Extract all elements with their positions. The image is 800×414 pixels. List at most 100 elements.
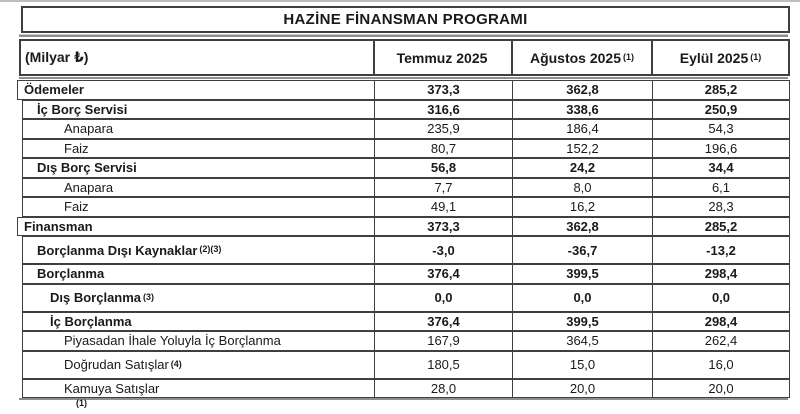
- column-header-footnote-ref: (1): [750, 51, 762, 62]
- value-agustos: 399,5: [512, 265, 652, 283]
- unit-label: (Milyar ₺): [25, 49, 89, 65]
- column-header-text: Ağustos 2025: [529, 49, 622, 66]
- table-row: Dış Borç Servisi 56,8 24,2 34,4: [22, 158, 790, 178]
- value-eylul: 298,4: [652, 265, 789, 283]
- table-row: Anapara 7,7 8,0 6,1: [22, 177, 790, 197]
- value-temmuz: 373,3: [374, 81, 512, 99]
- value-eylul: 285,2: [652, 217, 789, 235]
- value-eylul: 196,6: [652, 139, 789, 157]
- column-header-text: Eylül 2025: [679, 49, 749, 66]
- row-label-text: Ödemeler: [24, 82, 84, 98]
- page-top-border: [0, 0, 800, 2]
- value-temmuz: 0,0: [374, 284, 512, 311]
- row-label-text: İç Borçlanma: [50, 313, 132, 329]
- value-eylul: 262,4: [652, 332, 789, 350]
- row-footnote-ref: (4): [170, 358, 182, 369]
- table-title-text: HAZİNE FİNANSMAN PROGRAMI: [283, 11, 528, 28]
- table-row: Ödemeler 373,3 362,8 285,2: [17, 80, 790, 100]
- row-label-text: Borçlanma Dışı Kaynaklar: [37, 242, 198, 258]
- row-label-text: Finansman: [24, 218, 93, 234]
- table-row: İç Borç Servisi 316,6 338,6 250,9: [22, 99, 790, 119]
- value-agustos: 16,2: [512, 198, 652, 216]
- value-eylul: 54,3: [652, 120, 789, 138]
- row-footnote-ref: (2)(3): [199, 244, 222, 254]
- value-agustos: 399,5: [512, 312, 652, 330]
- table-row: Faiz 49,1 16,2 28,3: [22, 197, 790, 217]
- table-bottom-rule: [19, 398, 788, 400]
- row-label: Anapara: [23, 179, 374, 197]
- table-row: Kamuya Satışlar 28,0 20,0 20,0: [22, 378, 790, 398]
- row-label: Piyasadan İhale Yoluyla İç Borçlanma: [23, 332, 374, 350]
- table-row: Borçlanma Dışı Kaynaklar (2)(3) -3,0 -36,…: [22, 236, 790, 264]
- table-header-row: (Milyar ₺) Temmuz 2025 Ağustos 2025 (1) E…: [19, 39, 790, 76]
- row-label: Dış Borçlanma (3): [23, 285, 374, 311]
- row-label: Faiz: [23, 198, 374, 216]
- row-label: Finansman: [18, 218, 374, 236]
- row-label-text: İç Borç Servisi: [37, 101, 128, 117]
- value-eylul: 20,0: [652, 379, 789, 397]
- table-row: Borçlanma 376,4 399,5 298,4: [22, 264, 790, 284]
- title-divider-band: [19, 33, 788, 39]
- row-label-text: Anapara: [64, 179, 114, 195]
- row-label: İç Borç Servisi: [23, 101, 374, 119]
- column-header-agustos-2025: Ağustos 2025 (1): [511, 41, 651, 74]
- value-temmuz: 373,3: [374, 217, 512, 235]
- value-temmuz: 316,6: [374, 100, 512, 118]
- row-label-text: Piyasadan İhale Yoluyla İç Borçlanma: [64, 333, 281, 349]
- value-eylul: 6,1: [652, 178, 789, 196]
- value-agustos: 15,0: [512, 351, 652, 378]
- value-temmuz: 49,1: [374, 198, 512, 216]
- table-row: Anapara 235,9 186,4 54,3: [22, 119, 790, 139]
- table-row: Faiz 80,7 152,2 196,6: [22, 138, 790, 158]
- value-agustos: 362,8: [512, 217, 652, 235]
- row-label: Borçlanma Dışı Kaynaklar (2)(3): [23, 237, 374, 263]
- row-label: Faiz: [23, 140, 374, 158]
- row-label: Dış Borç Servisi: [23, 159, 374, 177]
- footnote-marker: (1): [74, 398, 87, 414]
- table-row: İç Borçlanma 376,4 399,5 298,4: [22, 311, 790, 331]
- value-agustos: 20,0: [512, 379, 652, 397]
- row-label-text: Dış Borç Servisi: [37, 160, 137, 176]
- table-title: HAZİNE FİNANSMAN PROGRAMI: [21, 6, 790, 33]
- column-header-footnote-ref: (1): [623, 51, 635, 62]
- value-temmuz: 376,4: [374, 312, 512, 330]
- value-agustos: -36,7: [512, 237, 652, 263]
- value-agustos: 362,8: [512, 81, 652, 99]
- column-header-temmuz-2025: Temmuz 2025: [373, 41, 511, 74]
- value-agustos: 152,2: [512, 139, 652, 157]
- value-eylul: 250,9: [652, 100, 789, 118]
- row-label-text: Kamuya Satışlar: [64, 380, 160, 396]
- value-eylul: -13,2: [652, 237, 789, 263]
- row-footnote-ref: (3): [143, 291, 155, 302]
- value-eylul: 16,0: [652, 351, 789, 378]
- value-eylul: 298,4: [652, 312, 789, 330]
- value-temmuz: 376,4: [374, 265, 512, 283]
- row-label: Doğrudan Satışlar (4): [23, 352, 374, 378]
- table-body: Ödemeler 373,3 362,8 285,2 İç Borç Servi…: [17, 80, 790, 398]
- row-label-text: Faiz: [64, 140, 89, 156]
- row-label: Anapara: [23, 120, 374, 138]
- row-label: Borçlanma: [23, 265, 374, 283]
- row-label-text: Borçlanma: [37, 266, 105, 282]
- row-label-text: Faiz: [64, 199, 89, 215]
- column-header-text: Temmuz 2025: [396, 49, 488, 66]
- row-label: İç Borçlanma: [23, 313, 374, 331]
- value-eylul: 28,3: [652, 198, 789, 216]
- value-temmuz: 56,8: [374, 159, 512, 177]
- table-row: Doğrudan Satışlar (4) 180,5 15,0 16,0: [22, 350, 790, 379]
- value-temmuz: 235,9: [374, 120, 512, 138]
- value-agustos: 24,2: [512, 159, 652, 177]
- row-label-text: Doğrudan Satışlar: [64, 357, 169, 372]
- value-temmuz: 180,5: [374, 351, 512, 378]
- value-agustos: 8,0: [512, 178, 652, 196]
- value-eylul: 34,4: [652, 159, 789, 177]
- row-label: Ödemeler: [18, 81, 374, 99]
- value-temmuz: 28,0: [374, 379, 512, 397]
- header-divider-band: [19, 76, 788, 80]
- table-row: Finansman 373,3 362,8 285,2: [17, 216, 790, 236]
- row-label-text: Anapara: [64, 121, 114, 137]
- value-eylul: 285,2: [652, 81, 789, 99]
- table-row: Piyasadan İhale Yoluyla İç Borçlanma 167…: [22, 331, 790, 351]
- value-temmuz: -3,0: [374, 237, 512, 263]
- value-temmuz: 167,9: [374, 332, 512, 350]
